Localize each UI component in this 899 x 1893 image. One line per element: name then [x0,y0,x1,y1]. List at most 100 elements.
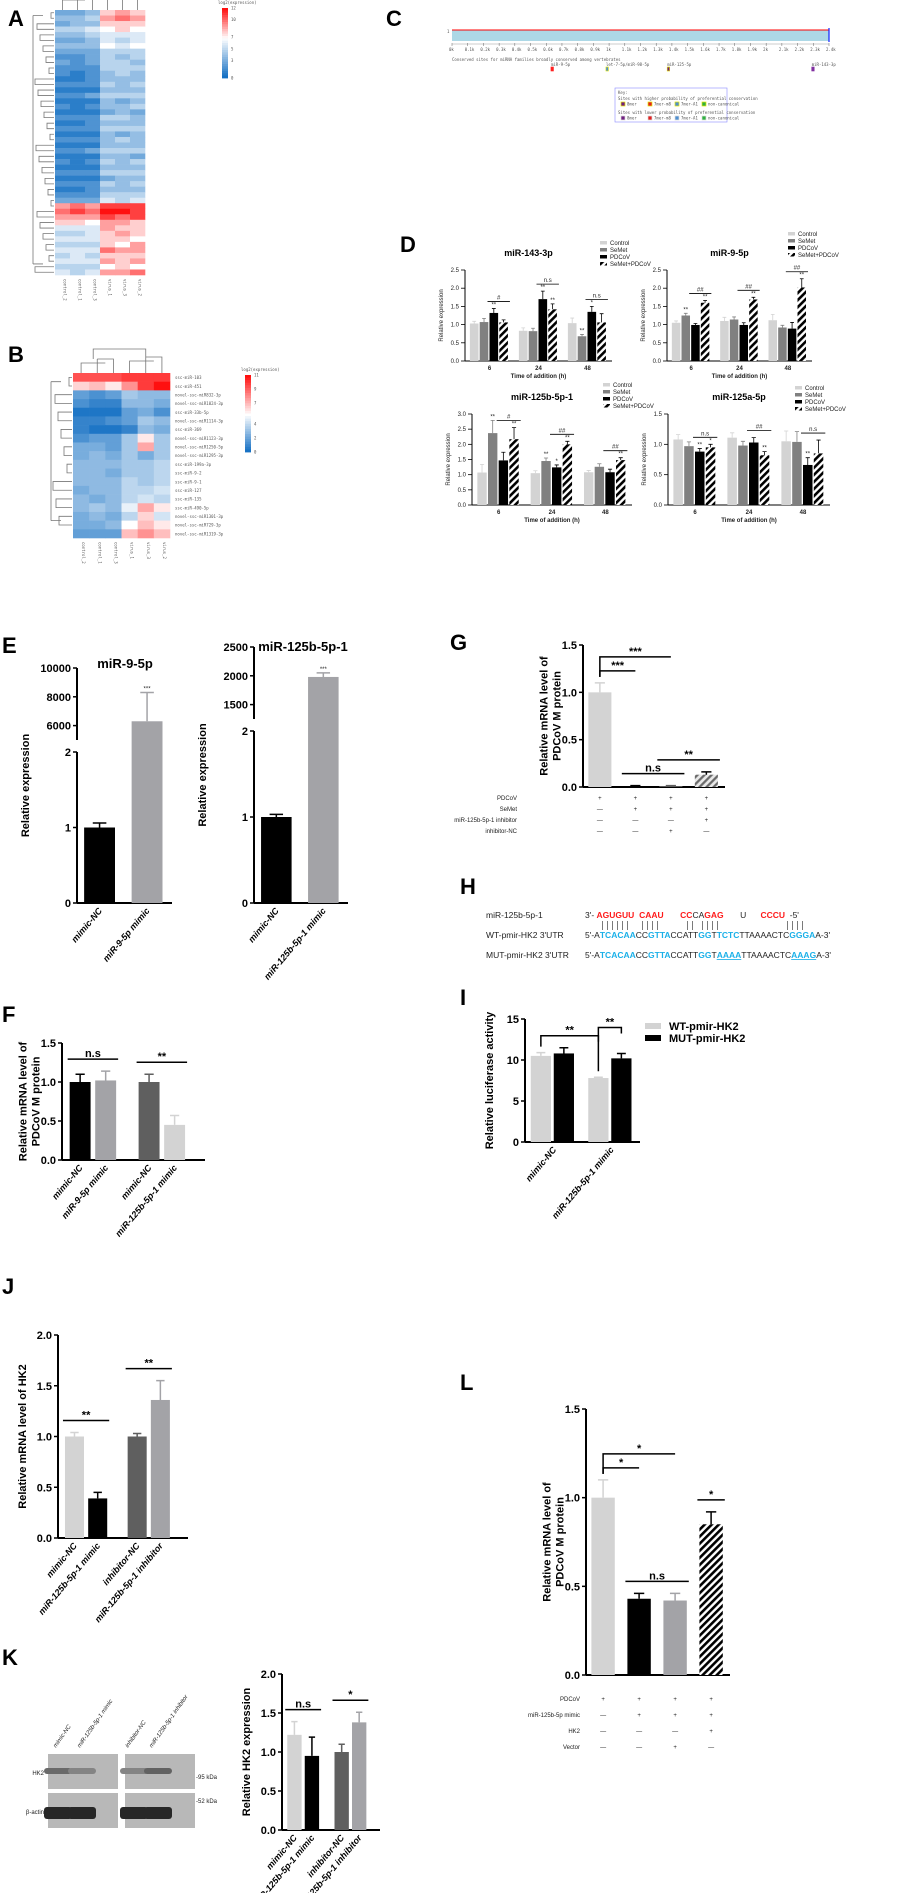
heatmap-cell [115,26,131,33]
bar [781,441,791,505]
error-bar [308,1736,316,1756]
heatmap-cell [153,373,171,382]
legend-swatch [245,398,251,402]
heatmap-cell [85,203,101,210]
row-label: novel-ssc-miR1319-3p [175,531,224,536]
heatmap-cell [153,433,171,443]
heatmap-cell [115,225,131,232]
heatmap-cell [153,494,171,504]
bar [95,1080,117,1160]
significance-label: n.s [85,1048,101,1060]
error-bar [790,322,794,329]
heatmap-cell [105,503,122,513]
significance-label: * [637,1443,642,1455]
legend-swatch [222,40,228,44]
error-bar [316,672,331,677]
protein-band [44,1807,72,1819]
heatmap-cell [73,494,90,504]
treatment-sign: — [597,807,603,813]
bar-significance-mark: ** [512,422,517,428]
treatment-sign: + [634,807,638,813]
heatmap-cell [89,416,106,426]
dendrogram-branch [47,189,54,196]
heatmap-cell [100,219,116,226]
legend-swatch [245,439,251,443]
heatmap-cell [130,87,146,94]
heatmap-cell [115,114,131,121]
heatmap-cell [55,59,71,66]
heatmap-cell [115,241,131,248]
heatmap-cell [55,103,71,110]
heatmap-cell [115,219,131,226]
legend-swatch [245,444,251,448]
legend-swatch [245,441,251,445]
heatmap-cell [121,520,138,530]
protein-band [144,1768,172,1774]
legend-swatch [788,246,795,250]
heatmap-cell [70,109,86,116]
bar [611,1058,632,1142]
y-tick-label: 1.0 [562,687,577,699]
heatmap-cell [100,197,116,204]
heatmap-cell [105,477,122,487]
dendrogram-branch [50,381,61,522]
chart-title: miR-125a-5p [712,392,766,402]
heatmap-cell [100,43,116,49]
error-bar [479,463,485,473]
axis-tick-label: 0.5k [528,47,538,52]
row-label: novel-ssc-miR729-3p [175,523,221,528]
y-tick-label: 1.0 [261,1747,276,1759]
heatmap-cell [100,136,116,143]
y-axis-label: Relative expression [197,723,209,827]
error-bar [732,316,736,320]
heatmap-cell [70,208,86,215]
y-tick-label: 0.5 [451,341,460,347]
y-axis-label: Relative luciferase activity [484,1011,496,1149]
row-label: ssc-miR-490-5p [175,505,209,510]
heatmap-cell [85,109,101,116]
treatment-sign: + [709,1729,713,1735]
heatmap-cell [55,214,71,221]
y-tick-label: 5 [513,1096,519,1108]
legend-swatch [222,19,228,23]
dendrogram [50,348,163,526]
legend-swatch [222,22,228,25]
blot-row-label: HK2 [32,1771,44,1777]
heatmap-cell [153,511,171,521]
heatmap-cell [130,98,146,105]
y-tick-label: 2.0 [653,286,662,292]
key-type-label: 7mer-A1 [681,116,698,121]
legend-swatch [245,449,251,453]
y-tick-label: 2.0 [458,442,467,448]
panel-label-a: A [8,6,24,31]
key-type-label: 8mer [627,116,637,121]
legend-swatch [245,431,251,435]
heatmap-cell [153,416,171,426]
bar [627,1598,651,1675]
heatmap-cell [100,65,116,72]
heatmap-cell [55,92,71,99]
heatmap-cell [55,98,71,105]
legend-swatch [245,403,251,407]
legend-swatch [222,59,228,63]
heatmap-cell [70,114,86,121]
heatmap-cell [70,263,86,270]
heatmap-cell [137,451,155,461]
heatmap-cell [115,214,131,221]
error-bar [780,324,785,328]
dendrogram-branch [54,394,72,404]
y-tick-label: 0.5 [654,473,663,479]
heatmap-cell [55,241,71,248]
y-tick-label: 1.0 [451,323,460,329]
heatmap-cell [73,433,90,443]
heatmap-cell [100,76,116,83]
heatmap-cell [55,125,71,132]
heatmap-cell [130,236,146,243]
heatmap-cell [130,26,146,33]
heatmap-cell [137,511,155,521]
heatmap-cell [85,125,101,132]
bar [477,472,487,505]
y-axis-label: Relative expression [642,433,648,485]
legend-swatch [245,375,251,378]
heatmap-cell [70,54,86,60]
